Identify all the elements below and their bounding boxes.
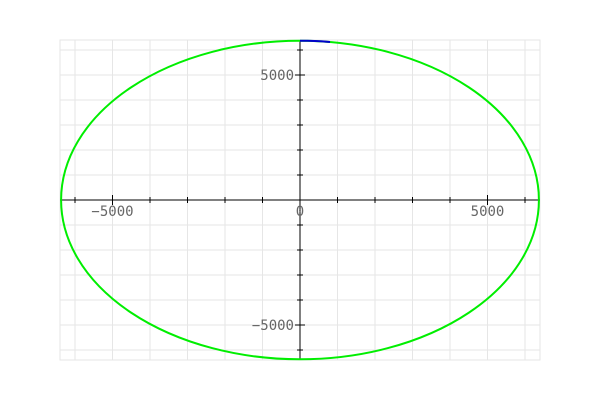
series-orbit-ellipse [60, 39, 540, 361]
x-tick-label: 0 [296, 204, 304, 220]
series-trajectory-line [299, 39, 331, 43]
x-tick-label: 5000 [471, 204, 505, 220]
series-layer [60, 39, 540, 361]
y-tick-label: −5000 [252, 318, 294, 334]
y-tick-label: 5000 [260, 68, 294, 84]
axes [60, 40, 540, 360]
x-tick-label: −5000 [91, 204, 133, 220]
tick-labels: −5000 0 5000 5000 −5000 [91, 68, 504, 334]
